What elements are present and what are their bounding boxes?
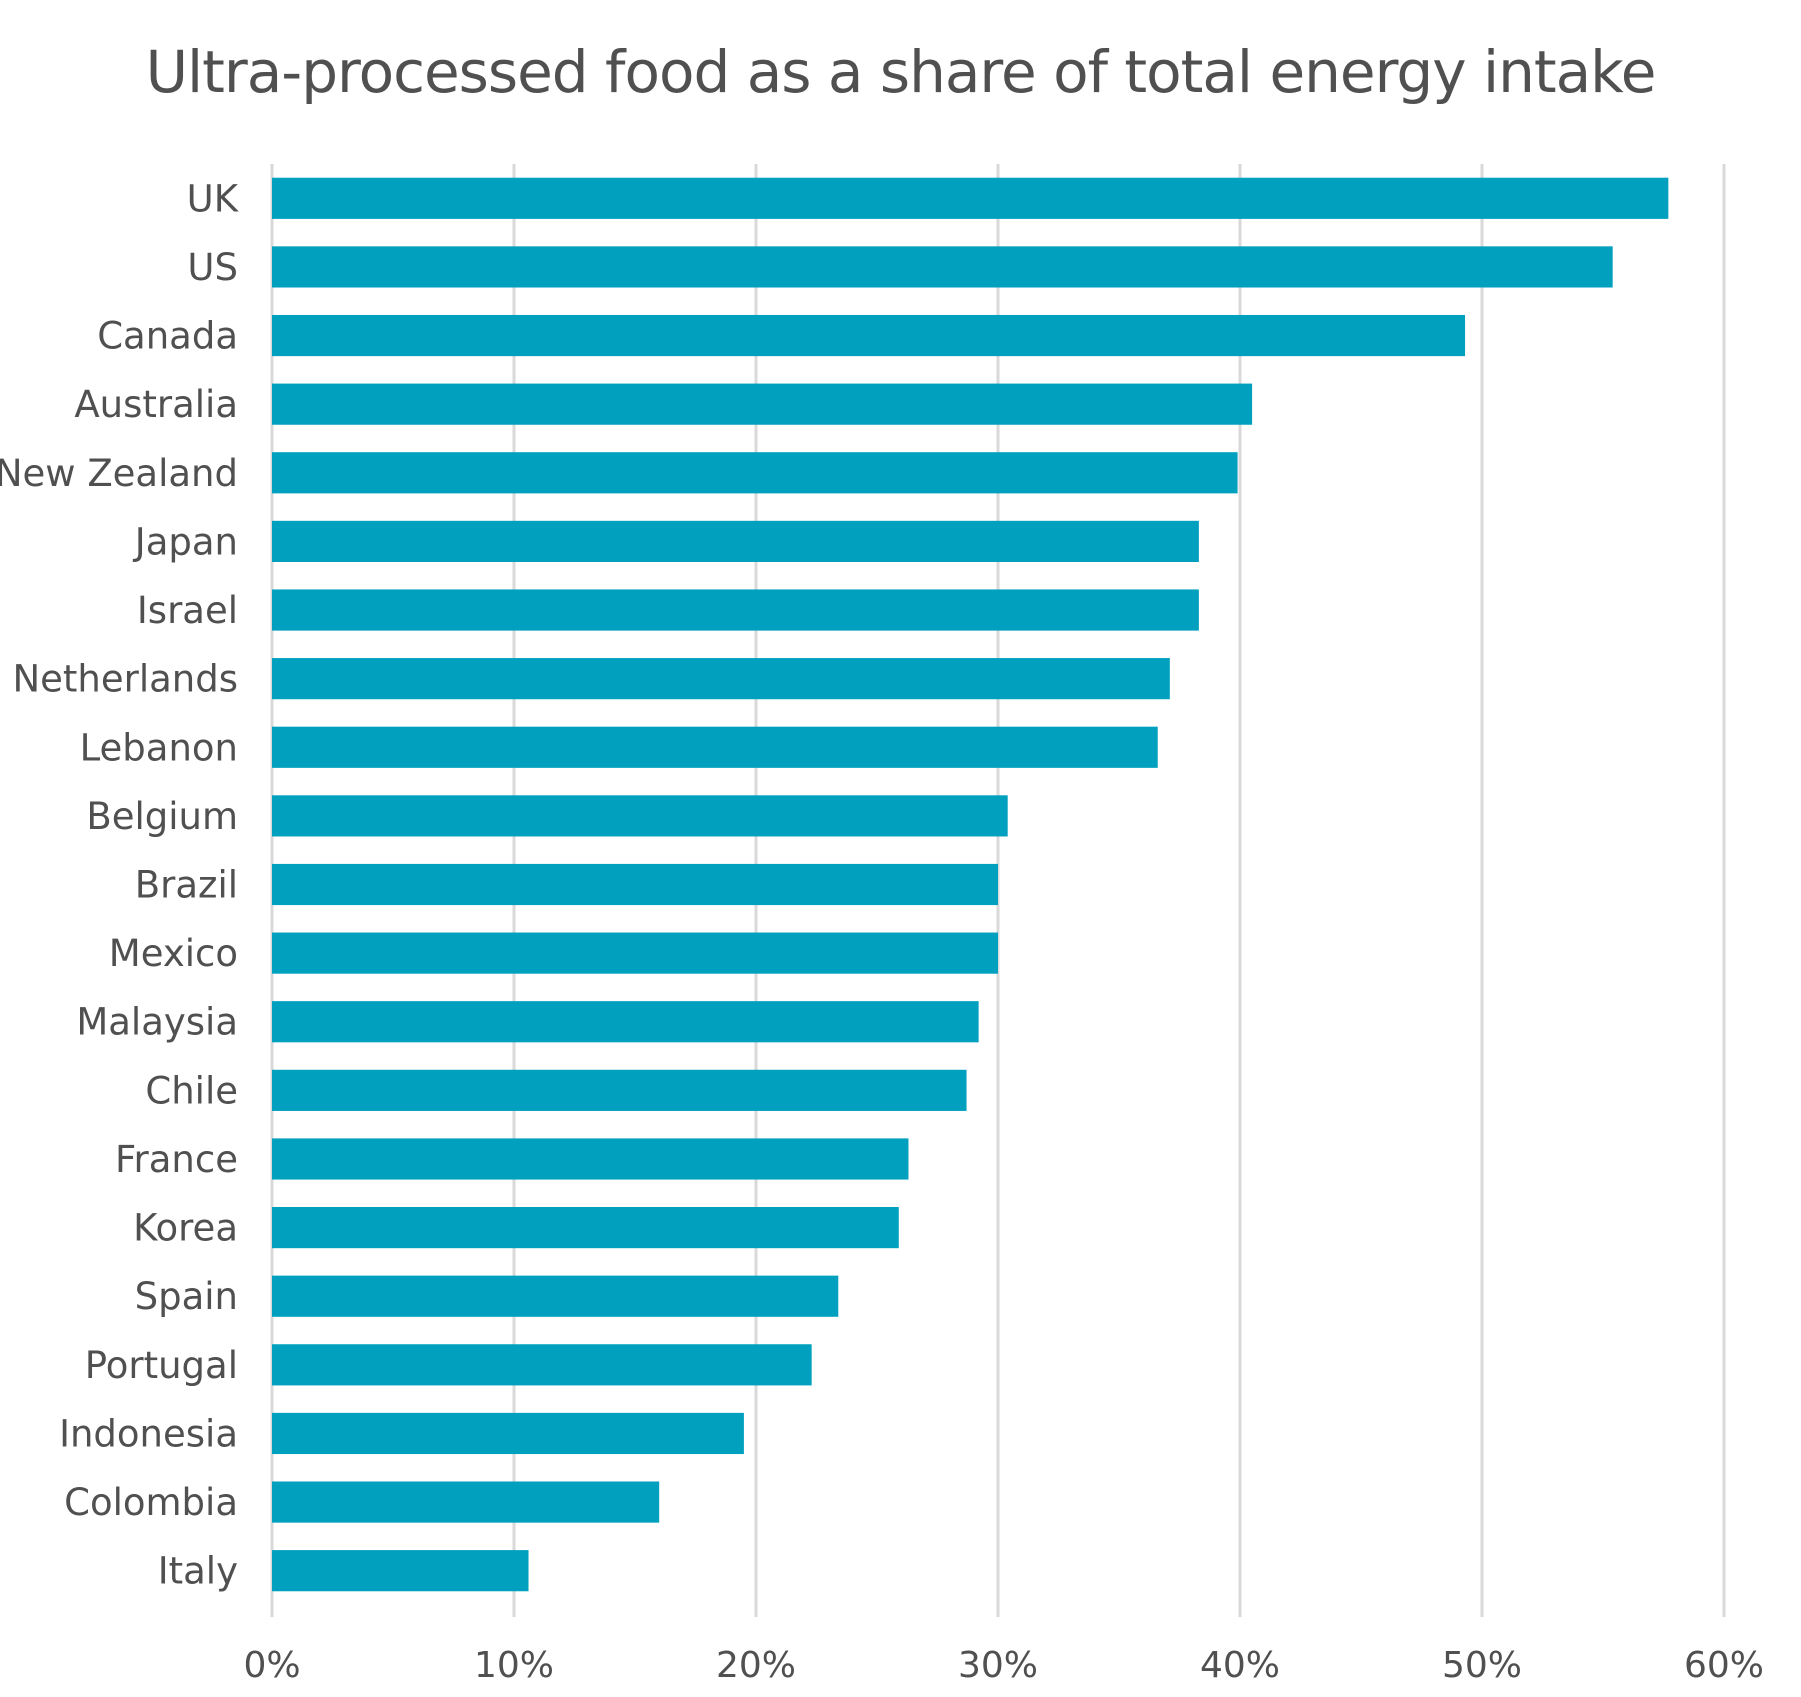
- bars: [272, 177, 1669, 1592]
- bar: [272, 452, 1238, 494]
- bar: [272, 1207, 899, 1249]
- bar: [272, 726, 1158, 768]
- bar: [272, 1069, 967, 1111]
- category-label: Chile: [145, 1069, 238, 1112]
- category-label: France: [115, 1138, 238, 1181]
- category-label: Lebanon: [80, 726, 238, 769]
- category-label: Korea: [133, 1207, 238, 1250]
- category-label: Australia: [74, 383, 238, 426]
- bar: [272, 589, 1199, 631]
- bar: [272, 863, 998, 906]
- bar: [272, 1412, 744, 1455]
- category-label: Canada: [97, 315, 238, 358]
- x-tick-label: 50%: [1442, 1645, 1522, 1686]
- x-axis-tick-labels: 0% 10% 20% 30% 40% 50% 60%: [243, 1645, 1764, 1686]
- bar: [272, 658, 1170, 700]
- bar: [272, 1481, 660, 1523]
- bar: [272, 383, 1253, 425]
- bar: [272, 177, 1669, 219]
- bar: [272, 795, 1008, 837]
- category-label: Indonesia: [59, 1412, 238, 1455]
- bar: [272, 932, 998, 974]
- bar: [272, 1138, 909, 1180]
- category-label: Netherlands: [12, 658, 238, 701]
- x-tick-label: 10%: [474, 1645, 554, 1686]
- category-label: Italy: [158, 1550, 238, 1593]
- category-label: Israel: [137, 589, 238, 632]
- category-label: Belgium: [86, 795, 238, 838]
- bar: [272, 1275, 839, 1317]
- x-tick-label: 60%: [1684, 1645, 1764, 1686]
- x-tick-label: 30%: [958, 1645, 1038, 1686]
- category-label: Brazil: [135, 864, 238, 907]
- x-tick-label: 40%: [1200, 1645, 1280, 1686]
- bar: [272, 1344, 812, 1386]
- category-label: Malaysia: [76, 1001, 238, 1044]
- bar: [272, 1550, 529, 1592]
- category-label: US: [187, 246, 238, 289]
- category-label: Spain: [135, 1275, 238, 1318]
- x-tick-label: 20%: [716, 1645, 796, 1686]
- bar: [272, 1001, 979, 1043]
- x-tick-label: 0%: [243, 1645, 300, 1686]
- bar: [272, 246, 1613, 288]
- category-label: Japan: [133, 520, 238, 563]
- category-label: New Zealand: [0, 452, 238, 495]
- chart-title: Ultra-processed food as a share of total…: [145, 38, 1657, 106]
- category-labels: UK US Canada Australia New Zealand Japan Israe…: [0, 177, 240, 1592]
- bar: [272, 314, 1466, 357]
- category-label: Portugal: [85, 1344, 238, 1387]
- category-label: Mexico: [109, 932, 238, 975]
- category-label: UK: [187, 177, 240, 220]
- bar: [272, 520, 1199, 562]
- category-label: Colombia: [64, 1481, 238, 1524]
